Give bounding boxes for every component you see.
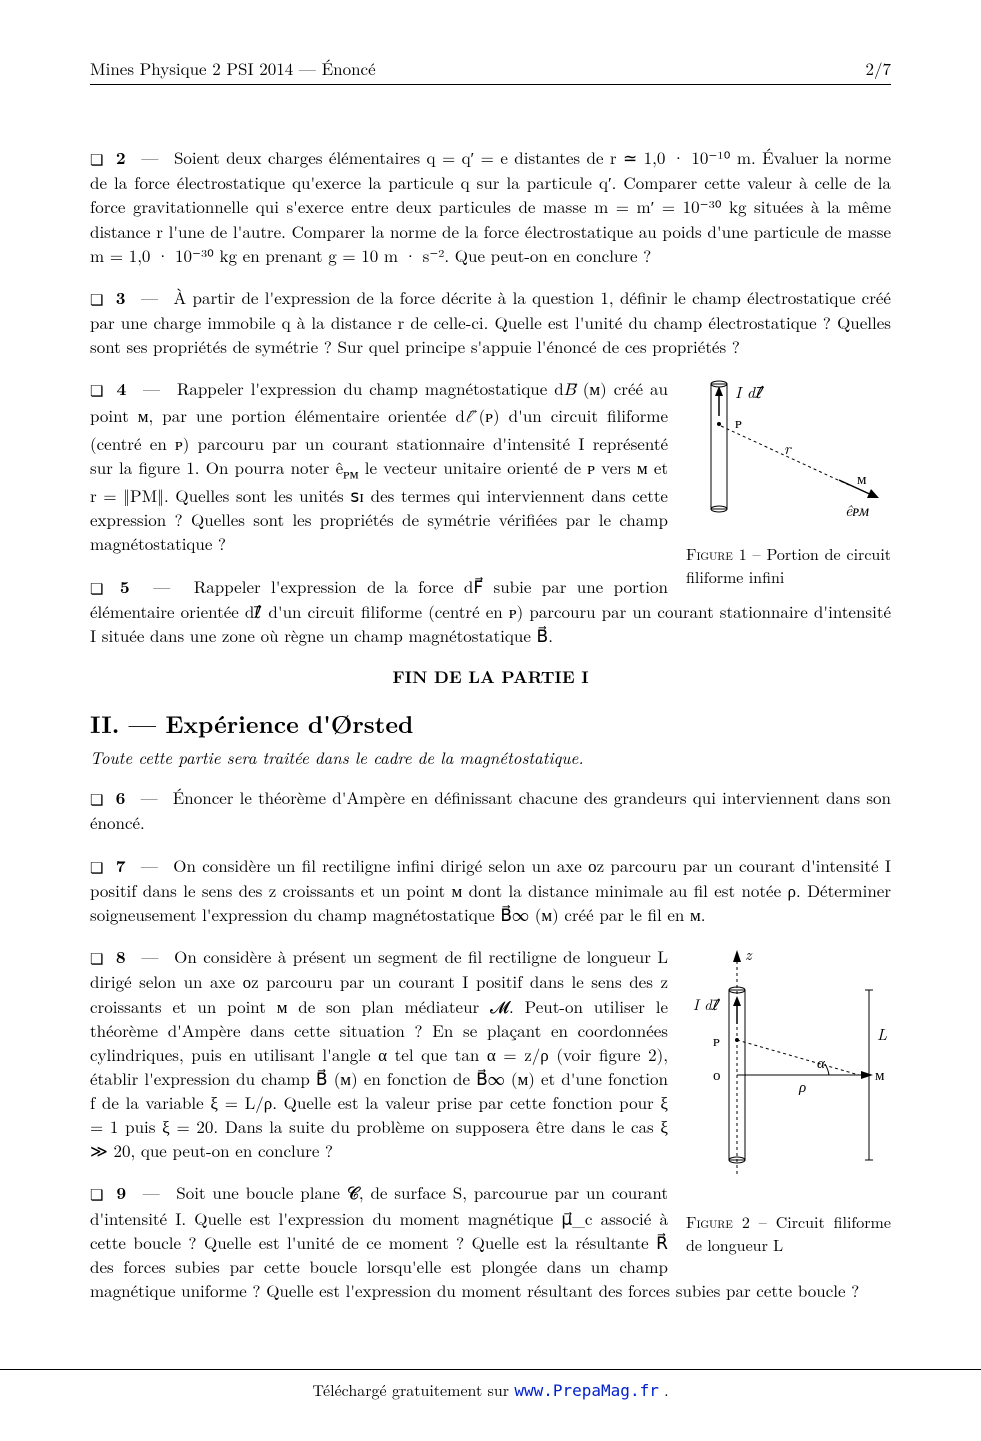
svg-text:z: z [745,944,753,965]
question-marker-icon: ❏ [90,951,103,968]
question-7: ❏ 7 — On considère un fil rectiligne inf… [90,853,891,927]
svg-text:L: L [877,1022,887,1045]
header-page-number: 2/7 [866,56,892,80]
part-2-title: II. — Expérience d'Ørsted [90,707,891,741]
svg-text:r: r [784,436,792,459]
question-marker-icon: ❏ [90,1187,103,1204]
question-marker-icon: ❏ [90,292,103,309]
question-3: ❏ 3 — À partir de l'expression de la for… [90,285,891,359]
figure-1-caption: Figure 1 – Portion de circuit filiforme … [686,542,891,588]
question-text: Soient deux charges élémentaires q = q′ … [90,145,891,267]
svg-text:ᴍ: ᴍ [875,1064,885,1085]
figure-2: z I dℓ⃗ ᴘ ᴏ ᴍ α ρ [686,944,891,1256]
figure-2-caption: Figure 2 – Circuit filiforme de longueur… [686,1210,891,1256]
question-number: 9 [116,1181,126,1205]
fin-partie-1: FIN DE LA PARTIE I [90,665,891,689]
question-number: 8 [116,945,126,969]
question-text: À partir de l'expression de la force déc… [90,285,891,358]
svg-text:α: α [817,1052,826,1073]
part-2-note: Toute cette partie sera traitée dans le … [90,745,891,769]
header-left: Mines Physique 2 PSI 2014 — Énoncé [90,56,376,80]
q4-text-a: Rappeler l'expression du champ magnétost… [177,376,564,400]
question-number: 4 [116,377,126,401]
svg-text:ᴍ: ᴍ [857,468,867,489]
svg-text:ᴏ: ᴏ [713,1064,721,1085]
figure-1: I dℓ⃗ ᴘ r ᴍ êᴘᴍ Figure 1 – Portion de ci… [686,376,891,588]
footer-post: . [659,1378,669,1401]
page-footer: Téléchargé gratuitement sur www.PrepaMag… [0,1369,981,1401]
question-text: On considère un fil rectiligne infini di… [90,853,891,926]
figure-1-svg: I dℓ⃗ ᴘ r ᴍ êᴘᴍ [689,376,889,536]
svg-text:ρ: ρ [798,1076,806,1097]
figure-2-svg: z I dℓ⃗ ᴘ ᴏ ᴍ α ρ [689,944,889,1204]
question-6: ❏ 6 — Énoncer le théorème d'Ampère en dé… [90,785,891,834]
question-number: 5 [120,575,130,599]
footer-link[interactable]: www.PrepaMag.fr [514,1381,659,1400]
vec-dl: ℓ⃗ [465,409,479,426]
footer-pre: Téléchargé gratuitement sur [312,1378,514,1401]
svg-text:I dℓ⃗: I dℓ⃗ [735,380,765,403]
svg-text:ᴘ: ᴘ [735,412,742,433]
question-marker-icon: ❏ [90,792,103,809]
question-number: 7 [116,854,126,878]
page-header: Mines Physique 2 PSI 2014 — Énoncé 2/7 [90,56,891,85]
question-number: 6 [116,786,126,810]
question-marker-icon: ❏ [90,152,103,169]
svg-text:I dℓ⃗: I dℓ⃗ [693,994,721,1015]
figure-label: Figure 2 [686,1210,750,1233]
svg-text:êᴘᴍ: êᴘᴍ [845,498,869,521]
question-text: On considère à présent un segment de fil… [90,944,668,1162]
pm-sub: ᴘᴍ [343,463,358,483]
question-marker-icon: ❏ [90,581,103,598]
question-number: 2 [116,146,126,170]
question-text: Énoncer le théorème d'Ampère en définiss… [90,785,891,834]
figure-label: Figure 1 [686,542,747,565]
question-2: ❏ 2 — Soient deux charges élémentaires q… [90,145,891,267]
svg-text:ᴘ: ᴘ [713,1030,720,1051]
question-marker-icon: ❏ [90,860,103,877]
question-number: 3 [116,286,126,310]
question-marker-icon: ❏ [90,383,103,400]
vec-B: B⃗ [564,382,576,399]
